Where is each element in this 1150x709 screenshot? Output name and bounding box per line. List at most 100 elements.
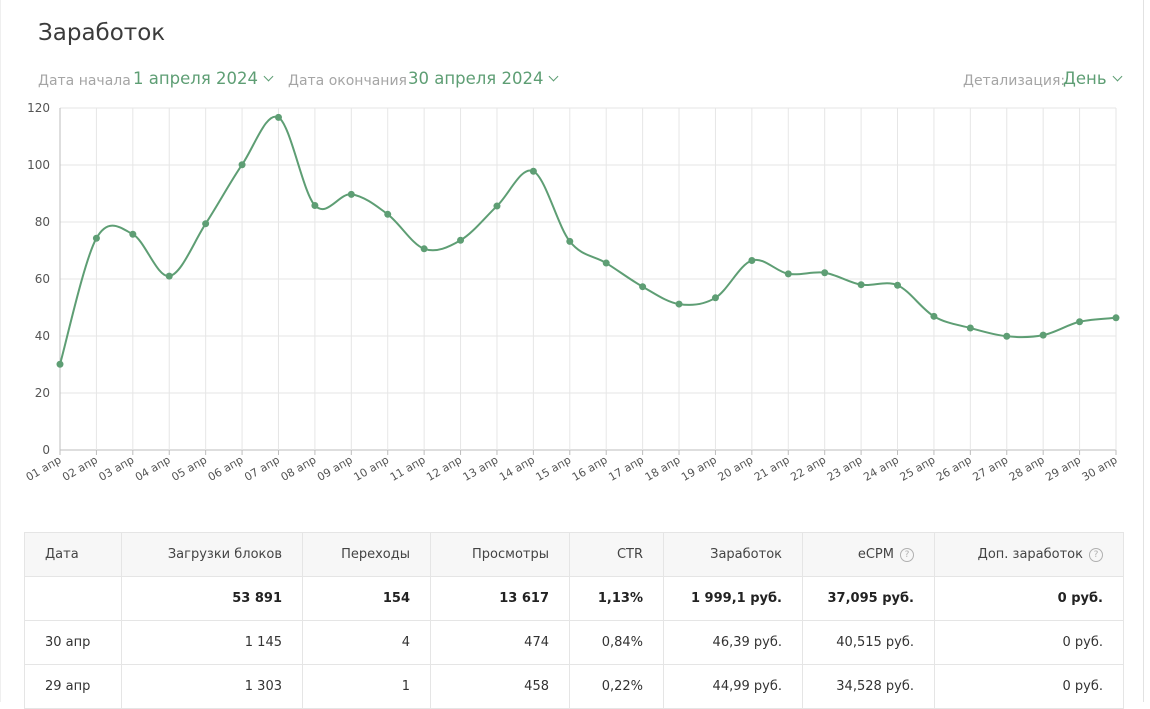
earnings-table: Дата Загрузки блоков Переходы Просмотры … [24,532,1124,709]
total-cell [24,576,122,621]
total-cell: 1 999,1 руб. [663,576,803,621]
column-header-block-loads[interactable]: Загрузки блоков [121,532,303,577]
table-cell: 0,84% [569,620,664,665]
extra-earnings-header-label: Доп. заработок [977,547,1083,562]
column-header-ecpm[interactable]: eCPM? [802,532,935,577]
x-tick-label: 03 апр [97,453,137,483]
series-line [59,115,1117,365]
table-cell: 30 апр [24,620,122,665]
data-point [457,236,465,244]
end-date-value: 30 апреля 2024 [408,69,544,88]
x-tick-label: 24 апр [861,453,901,483]
x-tick-label: 16 апр [570,453,610,483]
column-header-views[interactable]: Просмотры [430,532,570,577]
total-cell: 0 руб. [934,576,1124,621]
table-row: 30 апр 1 145 4 474 0,84% 46,39 руб. 40,5… [24,620,1124,665]
x-tick-label: 22 апр [788,453,828,483]
end-date-label: Дата окончания [288,73,407,89]
x-tick-label: 26 апр [934,453,974,483]
x-tick-label: 06 апр [206,453,246,483]
filters-bar: Дата начала 1 апреля 2024 Дата окончания… [38,68,1123,94]
y-tick-label: 120 [27,101,50,115]
data-point [420,245,428,253]
data-point [894,281,902,289]
data-point [92,234,100,242]
x-tick-label: 17 апр [606,453,646,483]
data-point [1112,314,1120,322]
chevron-down-icon [1112,71,1123,82]
data-point [711,294,719,302]
start-date-value: 1 апреля 2024 [133,69,258,88]
x-tick-label: 18 апр [643,453,683,483]
help-icon[interactable]: ? [900,548,914,562]
total-cell: 1,13% [569,576,664,621]
total-cell: 154 [302,576,431,621]
x-tick-label: 15 апр [534,453,574,483]
total-cell: 37,095 руб. [802,576,935,621]
y-tick-label: 40 [35,329,50,343]
data-point [1003,332,1011,340]
start-date-dropdown[interactable]: 1 апреля 2024 [133,69,274,88]
y-tick-label: 80 [35,215,50,229]
data-point [129,230,137,238]
table-cell: 46,39 руб. [663,620,803,665]
help-icon[interactable]: ? [1089,548,1103,562]
x-tick-label: 21 апр [752,453,792,483]
column-header-clicks[interactable]: Переходы [302,532,431,577]
data-point [675,300,683,308]
x-tick-label: 01 апр [24,453,64,483]
x-tick-label: 27 апр [970,453,1010,483]
page-border-left [0,0,1,702]
column-header-earnings[interactable]: Заработок [663,532,803,577]
detail-value: День [1063,69,1107,88]
data-point [966,324,974,332]
data-point [1076,318,1084,326]
x-tick-label: 02 апр [60,453,100,483]
data-point [384,210,392,218]
data-point [1039,331,1047,339]
y-tick-label: 20 [35,386,50,400]
x-tick-label: 09 апр [315,453,355,483]
data-point [748,256,756,264]
data-point [56,360,64,368]
x-tick-label: 30 апр [1080,453,1120,483]
data-point [566,237,574,245]
total-cell: 13 617 [430,576,570,621]
data-point [238,161,246,169]
data-point [311,201,319,209]
column-header-extra-earnings[interactable]: Доп. заработок? [934,532,1124,577]
data-point [274,113,282,121]
x-tick-label: 25 апр [898,453,938,483]
data-point [347,190,355,198]
page-border-right [1143,0,1144,702]
detail-dropdown[interactable]: День [1063,69,1123,88]
chevron-down-icon [263,71,274,82]
table-cell: 474 [430,620,570,665]
data-point [930,312,938,320]
x-tick-label: 10 апр [351,453,391,483]
x-tick-label: 05 апр [169,453,209,483]
y-tick-label: 0 [42,443,50,457]
table-cell: 0 руб. [934,620,1124,665]
data-point [821,269,829,277]
chevron-down-icon [549,71,559,82]
table-header-row: Дата Загрузки блоков Переходы Просмотры … [24,532,1124,577]
data-point [602,259,610,267]
end-date-dropdown[interactable]: 30 апреля 2024 [408,69,559,88]
table-cell: 40,515 руб. [802,620,935,665]
x-tick-label: 19 апр [679,453,719,483]
column-header-date[interactable]: Дата [24,532,122,577]
x-tick-label: 23 апр [825,453,865,483]
data-point [493,202,501,210]
data-point [857,281,865,289]
x-tick-label: 07 апр [242,453,282,483]
page-title: Заработок [38,20,166,46]
x-tick-label: 08 апр [279,453,319,483]
column-header-ctr[interactable]: CTR [569,532,664,577]
x-tick-label: 14 апр [497,453,537,483]
x-tick-label: 12 апр [424,453,464,483]
data-point [165,272,173,280]
total-row: 53 891 154 13 617 1,13% 1 999,1 руб. 37,… [24,576,1124,621]
table-cell: 4 [302,620,431,665]
ecpm-header-label: eCPM [857,547,894,562]
